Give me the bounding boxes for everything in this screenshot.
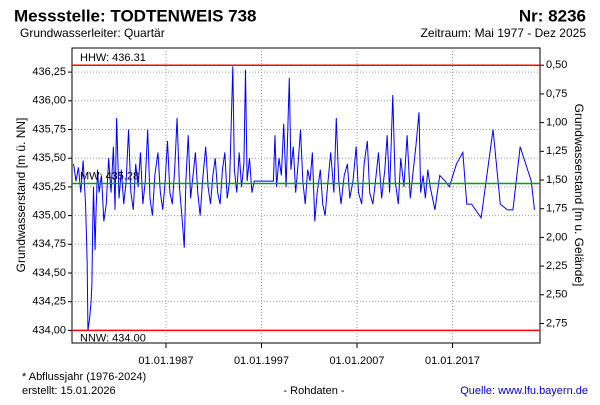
y2-tick-label: 1,75: [546, 203, 567, 215]
y2-tick-label: 2,75: [546, 317, 567, 329]
data-note: - Rohdaten -: [283, 385, 344, 397]
reference-label: MW: 435.28: [80, 170, 139, 182]
period: Zeitraum: Mai 1977 - Dez 2025: [421, 26, 587, 40]
chart-title: Messstelle: TODTENWEIS 738: [14, 6, 257, 25]
y2-tick-label: 1,50: [546, 174, 567, 186]
reference-label: HHW: 436.31: [80, 52, 146, 64]
y2-tick-label: 2,50: [546, 289, 567, 301]
subtitle: Grundwasserleiter: Quartär: [20, 26, 165, 40]
x-tick-label: 01.01.2007: [329, 355, 384, 367]
x-tick-label: 01.01.1987: [138, 355, 193, 367]
y-tick-label: 435,50: [32, 152, 66, 164]
y-axis-label: Grundwasserstand [m ü. NN]: [14, 118, 28, 273]
x-tick-label: 01.01.2017: [425, 355, 480, 367]
y2-tick-label: 0,75: [546, 88, 567, 100]
series-line: [73, 66, 535, 331]
reference-label: NNW: 434.00: [80, 332, 146, 344]
source-link[interactable]: Quelle: www.lfu.bayern.de: [460, 385, 588, 397]
y-tick-label: 435,75: [32, 123, 66, 135]
y-tick-label: 435,25: [32, 181, 66, 193]
y-tick-label: 435,00: [32, 209, 66, 221]
y2-tick-label: 1,25: [546, 145, 567, 157]
y2-tick-label: 2,25: [546, 260, 567, 272]
y2-tick-label: 0,50: [546, 59, 567, 71]
y-tick-label: 436,25: [32, 66, 66, 78]
y2-tick-label: 2,00: [546, 231, 567, 243]
y2-tick-label: 1,00: [546, 117, 567, 129]
created-date: erstellt: 15.01.2026: [22, 385, 116, 397]
y-tick-label: 434,25: [32, 296, 66, 308]
y-tick-label: 436,00: [32, 95, 66, 107]
x-tick-label: 01.01.1997: [234, 355, 289, 367]
y-tick-label: 434,00: [32, 324, 66, 336]
y2-axis-label: Grundwasserstand [m u. Gelände]: [572, 104, 586, 287]
footnote: * Abflussjahr (1976-2024): [22, 371, 146, 383]
station-number: Nr: 8236: [519, 6, 586, 25]
y-tick-label: 434,50: [32, 267, 66, 279]
y-tick-label: 434,75: [32, 238, 66, 250]
